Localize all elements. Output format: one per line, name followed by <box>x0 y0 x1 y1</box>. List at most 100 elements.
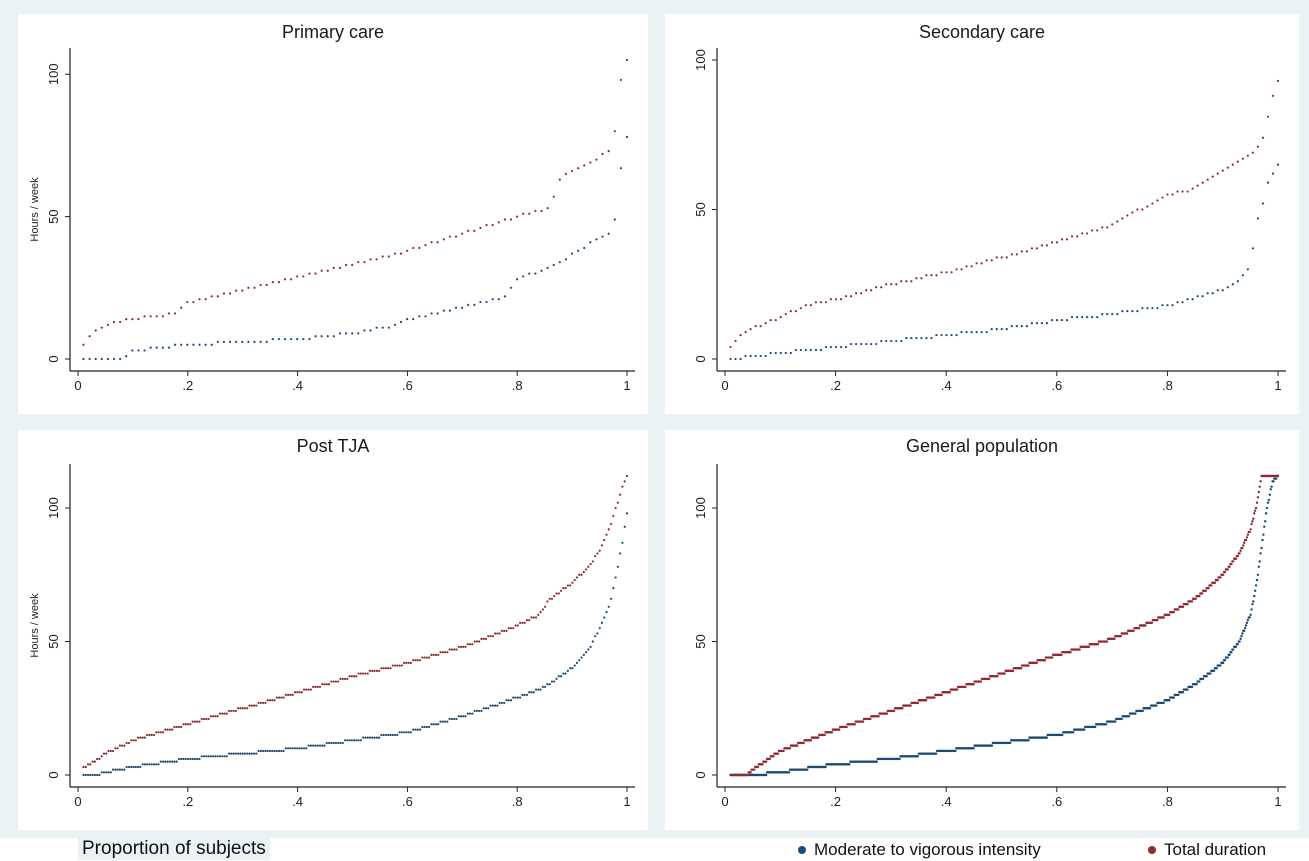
data-point <box>148 763 151 766</box>
data-point <box>357 739 360 742</box>
chart-panel-post-tja: Post TJA 0 .2 .4 .6 .8 1 0 50 100 Hours / week <box>18 430 648 830</box>
data-point <box>252 752 256 755</box>
panel-title: General population <box>905 436 1059 456</box>
data-point <box>387 667 390 670</box>
data-point <box>1065 238 1069 241</box>
data-point <box>1069 651 1072 654</box>
data-point <box>1239 549 1242 552</box>
data-point <box>253 286 256 289</box>
data-point <box>844 295 848 298</box>
data-point <box>132 765 135 769</box>
data-point <box>1083 728 1086 731</box>
data-point <box>839 298 843 301</box>
data-point <box>817 736 820 739</box>
data-point <box>1081 232 1084 235</box>
data-point <box>1011 669 1015 673</box>
data-point <box>619 493 622 496</box>
data-point <box>141 736 144 739</box>
data-point <box>293 747 297 750</box>
x-tick-label: .2 <box>830 794 841 809</box>
data-point <box>337 680 340 683</box>
data-point <box>1045 736 1048 739</box>
data-point <box>173 343 177 346</box>
data-point <box>739 333 742 337</box>
data-point <box>275 749 278 753</box>
data-point <box>357 332 360 335</box>
data-point <box>1186 688 1189 691</box>
data-point <box>105 771 108 774</box>
data-point <box>461 232 464 235</box>
data-point <box>491 224 494 227</box>
data-point <box>139 736 142 739</box>
data-point <box>284 693 287 697</box>
data-point <box>461 306 464 309</box>
data-point <box>564 587 567 590</box>
data-point <box>1191 298 1194 301</box>
data-point <box>1050 319 1054 322</box>
data-point <box>607 528 610 531</box>
data-point <box>127 765 131 769</box>
data-point <box>323 683 326 686</box>
data-point <box>1161 304 1164 307</box>
data-point <box>230 752 233 755</box>
data-point <box>320 269 323 272</box>
data-point <box>496 704 499 707</box>
data-point <box>344 263 348 267</box>
data-point <box>1266 181 1270 184</box>
data-point <box>1226 568 1229 571</box>
data-point <box>600 621 604 624</box>
data-point <box>1136 208 1139 211</box>
data-point <box>291 693 294 697</box>
data-point <box>564 672 567 675</box>
data-point <box>895 283 898 286</box>
data-point <box>473 303 476 306</box>
data-point <box>239 707 242 710</box>
data-point <box>382 667 385 670</box>
data-point <box>393 323 397 326</box>
data-point <box>327 683 331 686</box>
data-point <box>280 749 283 753</box>
data-point <box>924 699 928 702</box>
data-point <box>182 723 185 726</box>
data-point <box>125 765 128 769</box>
data-point <box>228 340 232 344</box>
data-point <box>1045 322 1049 325</box>
data-point <box>1276 474 1280 478</box>
data-point <box>598 627 601 630</box>
data-point <box>839 345 843 349</box>
data-point <box>1126 310 1129 313</box>
data-point <box>584 651 588 654</box>
data-point <box>423 656 426 659</box>
data-point <box>134 739 137 742</box>
data-point <box>566 584 569 587</box>
data-point <box>824 345 828 349</box>
data-point <box>734 357 737 361</box>
data-point <box>466 712 469 715</box>
data-point <box>1255 578 1259 582</box>
data-point <box>598 549 601 552</box>
data-point <box>271 337 274 341</box>
data-point <box>436 312 439 315</box>
data-point <box>425 656 428 659</box>
data-point <box>834 298 838 301</box>
data-point <box>503 218 506 221</box>
data-point <box>806 768 809 771</box>
data-point <box>112 320 116 324</box>
data-point <box>84 773 87 777</box>
data-point <box>1030 247 1033 250</box>
data-point <box>1161 196 1164 199</box>
data-point <box>537 613 540 616</box>
data-point <box>378 669 381 672</box>
data-point <box>496 632 499 635</box>
data-point <box>1113 637 1116 641</box>
data-point <box>283 278 287 281</box>
data-point <box>152 763 156 766</box>
data-point <box>457 715 460 718</box>
data-point <box>1241 157 1244 160</box>
data-point <box>1221 661 1225 665</box>
data-point <box>546 266 549 269</box>
data-point <box>541 685 544 688</box>
data-point <box>1259 480 1262 483</box>
data-point <box>341 741 344 745</box>
data-point <box>330 741 333 745</box>
